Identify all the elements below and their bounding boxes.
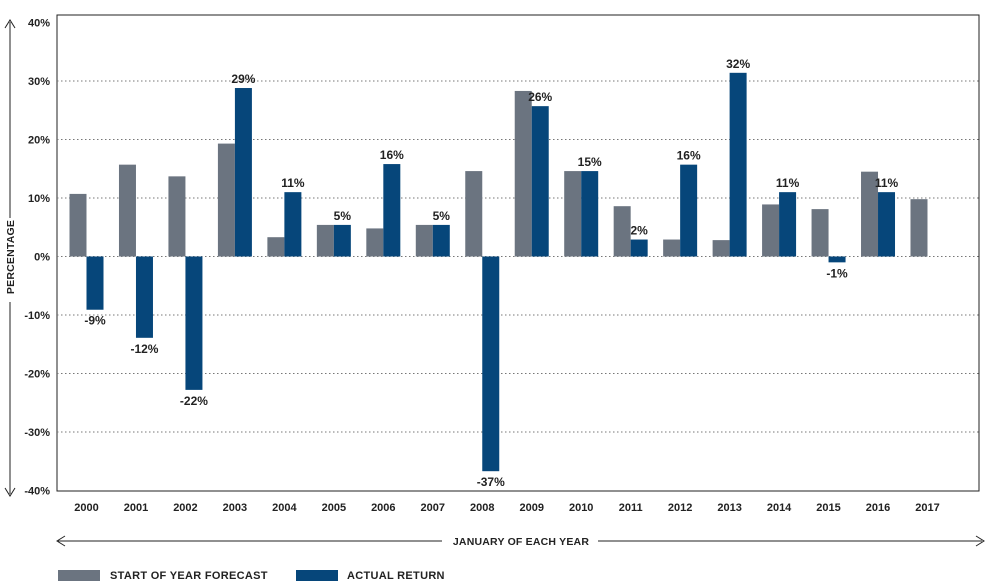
data-label-2011: 2% (630, 224, 648, 238)
bar-actual-2014 (779, 192, 797, 257)
x-tick-label: 2008 (470, 502, 494, 514)
data-label-2004: 11% (281, 176, 305, 190)
legend-label-forecast: START OF YEAR FORECAST (110, 570, 268, 582)
y-tick-label: 40% (28, 18, 50, 30)
data-label-2013: 32% (726, 57, 750, 71)
data-label-2016: 11% (875, 176, 899, 190)
x-tick-label: 2014 (767, 502, 792, 514)
bar-actual-2006 (383, 164, 401, 257)
data-label-2001: -12% (130, 342, 158, 356)
bar-forecast-2010 (564, 171, 582, 257)
bar-forecast-2002 (168, 176, 186, 257)
bar-actual-2008 (482, 256, 500, 472)
bar-actual-2004 (284, 192, 302, 257)
bar-actual-2010 (581, 171, 599, 257)
y-tick-label: -20% (24, 369, 50, 381)
data-label-2005: 5% (334, 209, 352, 223)
bar-forecast-2014 (762, 204, 780, 257)
data-label-2003: 29% (231, 72, 255, 86)
bar-actual-2000 (86, 256, 104, 310)
bar-forecast-2000 (69, 193, 87, 257)
legend-swatch-actual (296, 570, 338, 581)
bar-actual-2003 (234, 88, 252, 257)
x-tick-label: 2015 (816, 502, 840, 514)
x-axis-ticks: 2000 2001 2002 2003 2004 2005 2006 2007 2008 2009… (74, 502, 939, 514)
y-tick-label: -10% (24, 310, 50, 322)
plot-frame (56, 14, 980, 492)
y-tick-label: -30% (24, 427, 50, 439)
bar-forecast-2003 (217, 143, 235, 257)
y-tick-label: -40% (24, 486, 50, 498)
x-tick-label: 2013 (717, 502, 741, 514)
bar-actual-2013 (729, 72, 747, 257)
bar-forecast-2008 (465, 171, 483, 257)
data-label-2000: -9% (84, 314, 106, 328)
legend: START OF YEAR FORECAST ACTUAL RETURN (58, 570, 445, 582)
x-tick-label: 2005 (322, 502, 346, 514)
x-tick-label: 2001 (124, 502, 148, 514)
data-labels: -9% -12% -22% 29% 11% 5% 16% 5% -37% 26% 15% 2% 16% 3… (84, 57, 898, 489)
data-label-2010: 15% (578, 155, 602, 169)
y-tick-label: 10% (28, 193, 50, 205)
bar-forecast-2001 (118, 164, 136, 257)
bar-forecast-2005 (316, 224, 334, 257)
x-tick-label: 2009 (519, 502, 543, 514)
bar-forecast-2015 (811, 209, 829, 257)
y-axis-ticks: 40% 30% 20% 10% 0% -10% -20% -30% -40% (24, 18, 50, 498)
bar-forecast-2009 (514, 90, 532, 257)
bar-forecast-2007 (415, 224, 433, 257)
data-label-2015: -1% (826, 266, 848, 280)
data-label-2007: 5% (433, 209, 451, 223)
y-tick-label: 30% (28, 76, 50, 88)
bar-actual-2001 (135, 256, 153, 338)
legend-swatch-forecast (58, 570, 100, 581)
legend-label-actual: ACTUAL RETURN (347, 570, 445, 582)
bar-actual-2009 (531, 106, 549, 257)
x-tick-label: 2007 (421, 502, 445, 514)
bar-actual-2002 (185, 256, 203, 390)
bar-actual-2005 (333, 224, 351, 257)
x-axis-title: JANUARY OF EACH YEAR (453, 536, 589, 548)
bar-forecast-2012 (663, 239, 681, 257)
x-tick-label: 2010 (569, 502, 593, 514)
bar-forecast-2017 (910, 199, 928, 257)
bar-actual-2015 (828, 256, 846, 263)
x-tick-label: 2000 (74, 502, 98, 514)
data-label-2009: 26% (528, 90, 552, 104)
data-label-2012: 16% (677, 149, 701, 163)
x-tick-label: 2012 (668, 502, 692, 514)
data-label-2002: -22% (180, 394, 208, 408)
bar-actual-2012 (680, 164, 698, 257)
bar-actual-2016 (878, 192, 896, 257)
x-tick-label: 2006 (371, 502, 395, 514)
x-tick-label: 2002 (173, 502, 197, 514)
x-tick-label: 2017 (915, 502, 939, 514)
bar-forecast-2016 (861, 171, 879, 257)
x-tick-label: 2004 (272, 502, 297, 514)
bar-actual-2011 (630, 239, 648, 257)
x-axis-arrow (56, 535, 985, 547)
data-label-2014: 11% (776, 176, 800, 190)
bar-forecast-2004 (267, 237, 285, 257)
y-axis-title: PERCENTAGE (5, 220, 17, 294)
bars (69, 72, 928, 472)
bar-forecast-2006 (366, 228, 384, 257)
bar-actual-2007 (432, 224, 450, 257)
y-axis-arrow (4, 19, 16, 497)
y-tick-label: 0% (34, 252, 50, 264)
data-label-2008: -37% (477, 475, 505, 489)
y-tick-label: 20% (28, 135, 50, 147)
x-tick-label: 2003 (223, 502, 247, 514)
data-label-2006: 16% (380, 148, 404, 162)
x-tick-label: 2016 (866, 502, 890, 514)
x-tick-label: 2011 (619, 502, 643, 514)
bar-forecast-2011 (613, 206, 631, 257)
bar-forecast-2013 (712, 240, 730, 257)
